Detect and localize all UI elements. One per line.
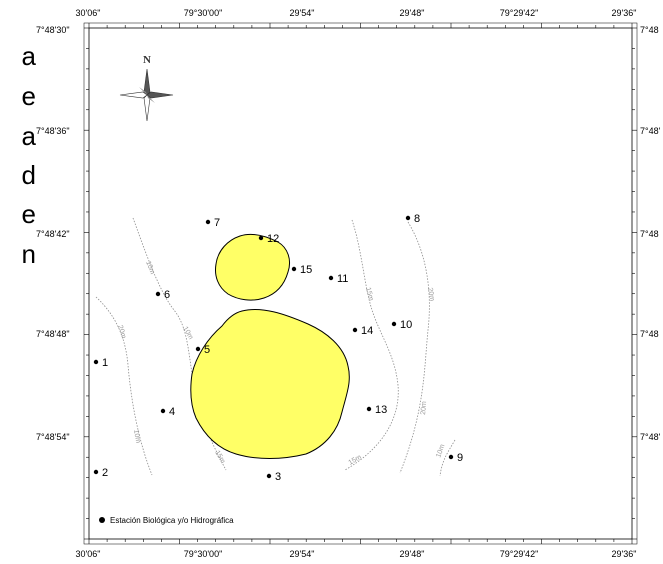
contour-label: 10m — [181, 326, 194, 341]
contour-line — [344, 219, 399, 471]
station-marker — [291, 266, 297, 272]
contour-label: 20m — [426, 287, 435, 302]
top-tick-label: 29'36" — [612, 8, 637, 18]
bottom-tick-label: 29'54" — [290, 549, 315, 559]
side-letter: e — [21, 81, 36, 111]
map-frame — [88, 27, 633, 540]
station-label: 8 — [414, 213, 420, 225]
station-marker — [93, 359, 99, 365]
stations: 1 2 3 4 5 6 7 8 9 10 11 12 13 14 15 — [93, 213, 463, 483]
side-letter: a — [21, 121, 36, 151]
right-coordinates: 7°48 7°48' 7°48 7°48 7°48' — [640, 25, 661, 442]
station-label: 11 — [337, 273, 348, 285]
bottom-tick-label: 29'48" — [400, 549, 425, 559]
contour-line — [439, 439, 456, 477]
bottom-coordinates: 30'06" 79°30'00" 29'54" 29'48" 79°29'42"… — [76, 549, 637, 559]
island-large — [190, 308, 350, 459]
contour-label: 10m — [435, 443, 446, 458]
station-marker — [405, 215, 411, 221]
island-small — [215, 233, 291, 301]
station-marker — [448, 454, 454, 460]
right-tick-label: 7°48 — [640, 25, 659, 35]
station-label: 3 — [275, 471, 281, 483]
station-label: 2 — [102, 467, 108, 479]
side-letter: d — [21, 160, 36, 190]
top-tick-label: 79°30'00" — [184, 8, 223, 18]
contour-labels: 10m 20m 10m 10m 15m 20m 15m 20m 10m 15m — [116, 260, 446, 467]
contour-label: 15m — [213, 450, 226, 465]
station-label: 5 — [204, 344, 210, 356]
right-tick-label: 7°48' — [640, 126, 661, 136]
left-tick-label: 7°48'30" — [36, 25, 70, 35]
station-marker — [266, 473, 272, 479]
left-tick-label: 7°48'54" — [36, 432, 70, 442]
station-label: 6 — [164, 289, 170, 301]
top-tick-label: 29'48" — [400, 8, 425, 18]
left-tick-label: 7°48'36" — [36, 126, 70, 136]
contour-line — [399, 221, 430, 474]
north-arrow-icon: N — [119, 54, 174, 122]
station-label: 9 — [457, 452, 463, 464]
side-letter: e — [21, 199, 36, 229]
top-coordinates: 30'06" 79°30'00" 29'54" 29'48" 79°29'42"… — [76, 8, 637, 18]
top-tick-label: 79°29'42" — [500, 8, 539, 18]
station-label: 15 — [300, 264, 312, 276]
legend: Estación Biológica y/o Hidrográfica — [99, 516, 234, 525]
bottom-tick-label: 30'06" — [76, 549, 101, 559]
bottom-tick-label: 29'36" — [612, 549, 637, 559]
station-marker — [328, 275, 334, 281]
left-coordinates: 7°48'30" 7°48'36" 7°48'42" 7°48'48" 7°48… — [36, 25, 70, 442]
right-tick-label: 7°48' — [640, 432, 661, 442]
station-label: 14 — [361, 325, 373, 337]
north-label: N — [143, 54, 151, 66]
contour-label: 20m — [420, 401, 428, 415]
contour-label: 15m — [364, 287, 374, 302]
tick-marks — [84, 23, 637, 544]
station-marker — [258, 235, 264, 241]
station-marker — [195, 346, 201, 352]
station-marker — [366, 406, 372, 412]
station-label: 13 — [375, 404, 387, 416]
bottom-tick-label: 79°29'42" — [500, 549, 539, 559]
bottom-tick-label: 79°30'00" — [184, 549, 223, 559]
contour-label: 10m — [132, 429, 141, 444]
station-marker — [352, 327, 358, 333]
side-letter: n — [21, 239, 36, 269]
legend-station-icon — [99, 517, 105, 523]
right-tick-label: 7°48 — [640, 329, 659, 339]
contour-label: 15m — [348, 454, 363, 467]
right-tick-label: 7°48 — [640, 229, 659, 239]
station-label: 7 — [214, 217, 220, 229]
contour-label: 10m — [144, 260, 156, 275]
station-marker — [155, 291, 161, 297]
side-letter: a — [21, 41, 36, 71]
station-label: 10 — [400, 319, 412, 331]
contour-line — [95, 296, 153, 476]
station-label: 1 — [102, 357, 108, 369]
left-tick-label: 7°48'42" — [36, 229, 70, 239]
top-tick-label: 29'54" — [290, 8, 315, 18]
contour-label: 20m — [116, 324, 127, 339]
legend-label: Estación Biológica y/o Hidrográfica — [110, 516, 234, 525]
top-tick-label: 30'06" — [76, 8, 101, 18]
station-marker — [391, 321, 397, 327]
station-marker — [160, 408, 166, 414]
station-marker — [205, 219, 211, 225]
map-neatline — [83, 22, 638, 545]
station-label: 4 — [169, 406, 175, 418]
station-label: 12 — [267, 233, 279, 245]
station-marker — [93, 469, 99, 475]
left-tick-label: 7°48'48" — [36, 329, 70, 339]
